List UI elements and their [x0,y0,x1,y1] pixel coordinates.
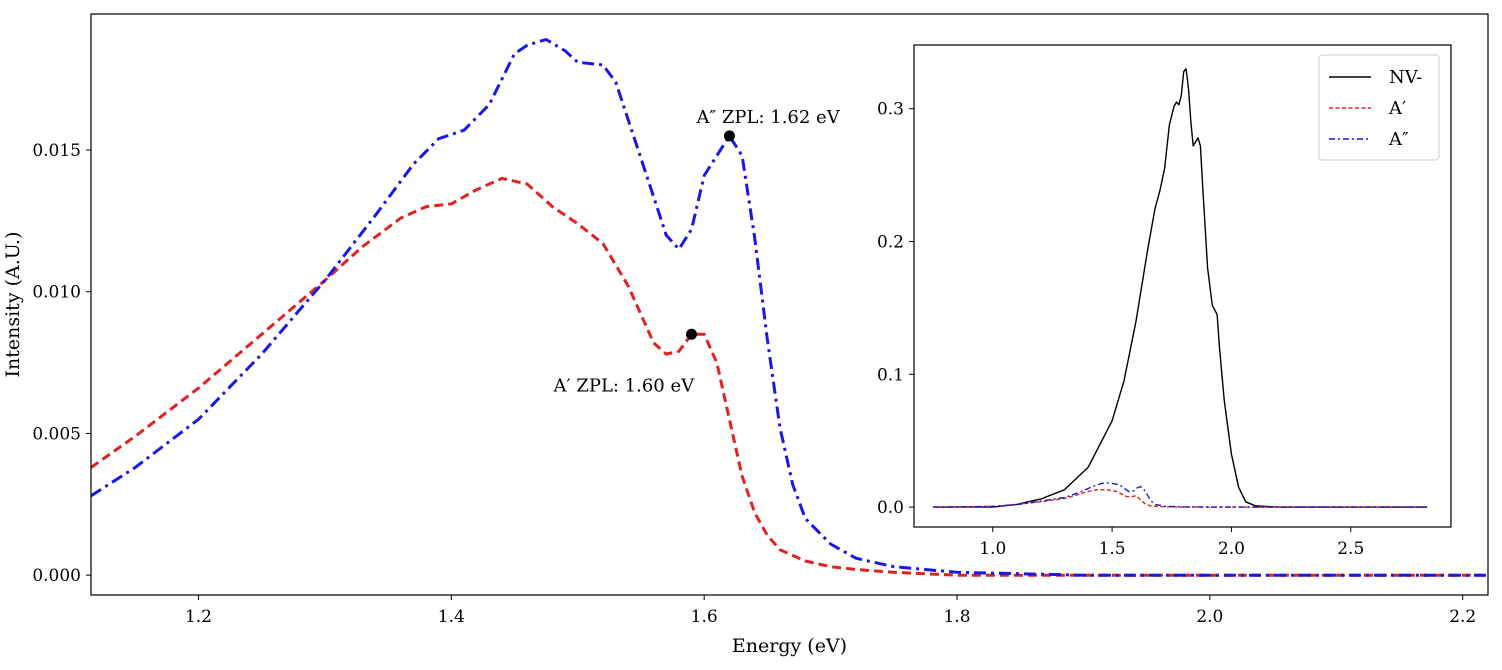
zpl-point-a_double [723,130,735,142]
series-line-a_double [91,38,1488,577]
y-tick-label: 0.1 [877,365,904,385]
x-tick-label: 2.5 [1337,539,1364,559]
y-tick-label: 0.2 [877,233,904,253]
series-line-a_prime [933,488,1428,508]
x-tick-label: 1.5 [1099,539,1126,559]
main-frame [90,13,1489,596]
y-tick-label: 0.000 [32,566,81,586]
y-tick-label: 0.005 [32,424,81,444]
series-line-a_prime [91,176,1488,577]
x-tick-label: 1.4 [438,607,465,627]
main-series [91,38,1488,577]
x-tick-label: 1.0 [979,539,1006,559]
zpl-annotation-a_double: A″ ZPL: 1.62 eV [695,107,840,128]
y-tick-label: 0.3 [877,100,904,120]
inset-frame [913,44,1452,528]
legend: NV- A′ A″ [1318,54,1440,161]
inset-plot: 1.0 1.5 2.0 2.5 0.0 0.1 0.2 0.3 NV- A′ A″ [877,44,1452,559]
series-line-nv [933,68,1428,508]
x-tick-label: 1.8 [943,607,970,627]
y-axis-label: Intensity (A.U.) [2,232,24,378]
legend-label-a_double: A″ [1388,129,1409,150]
series-line-a_double [933,482,1428,508]
zpl-point-a_prime [686,328,698,340]
y-tick-label: 0.015 [32,141,81,161]
y-tick-label: 0.010 [32,283,81,303]
inset-series [933,68,1428,508]
x-tick-label: 2.0 [1196,607,1223,627]
x-tick-label: 1.2 [185,607,212,627]
legend-box [1318,54,1440,161]
legend-label-a_prime: A′ [1388,98,1406,119]
x-tick-label: 2.2 [1449,607,1476,627]
zpl-annotation-a_prime: A′ ZPL: 1.60 eV [553,375,696,396]
y-tick-label: 0.0 [877,498,904,518]
x-axis-label: Energy (eV) [732,635,847,657]
x-tick-label: 1.6 [691,607,718,627]
legend-label-nv: NV- [1389,67,1422,88]
x-tick-label: 2.0 [1218,539,1245,559]
